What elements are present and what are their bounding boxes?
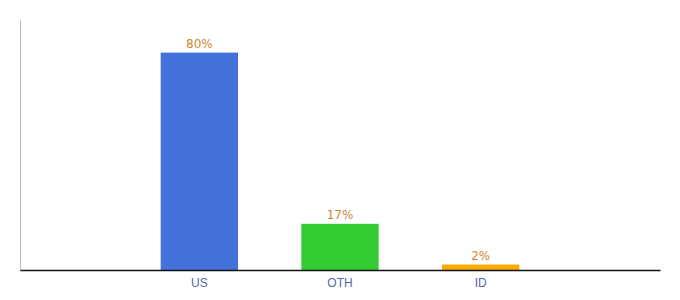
bar bbox=[161, 53, 238, 270]
data-labels: 80% 17% 2% bbox=[186, 37, 490, 263]
y-axis bbox=[20, 21, 21, 271]
x-axis-line bbox=[21, 270, 661, 272]
x-axis: US OTH ID bbox=[21, 270, 661, 290]
y-axis-line bbox=[20, 21, 21, 271]
data-label: 2% bbox=[471, 249, 490, 263]
x-tick-label: OTH bbox=[327, 276, 352, 290]
data-label: 80% bbox=[186, 37, 213, 51]
x-tick: ID bbox=[475, 270, 487, 290]
plot: US OTH ID 80% 17% 2% bbox=[21, 21, 661, 290]
bar bbox=[442, 265, 519, 270]
chart: US OTH ID 80% 17% 2% bbox=[0, 0, 680, 300]
data-label: 17% bbox=[327, 208, 354, 222]
bar bbox=[301, 224, 378, 270]
x-tick-label: ID bbox=[475, 276, 487, 290]
bars bbox=[161, 53, 520, 270]
x-tick: OTH bbox=[327, 270, 352, 290]
x-tick: US bbox=[191, 270, 208, 290]
x-tick-label: US bbox=[191, 276, 208, 290]
